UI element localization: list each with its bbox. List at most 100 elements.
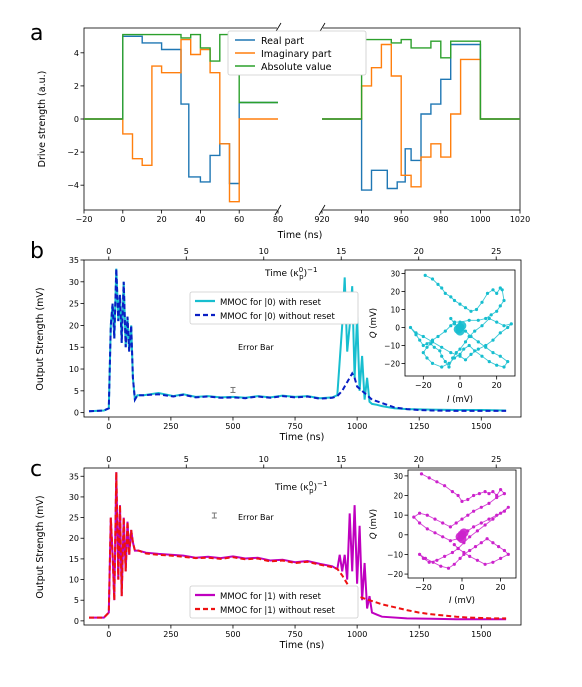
- c-inset-point: [433, 517, 437, 521]
- b-xtick: 1250: [409, 422, 429, 431]
- b-inset-point: [421, 343, 425, 348]
- b-inset-ytick: 0: [395, 323, 400, 332]
- b-inset-point: [463, 306, 468, 310]
- c-inset-point: [479, 505, 483, 509]
- b-inset-point: [458, 352, 462, 356]
- b-xtick: 500: [225, 422, 240, 431]
- c-xtick: 500: [225, 630, 240, 639]
- c-inset-point: [452, 543, 456, 547]
- b-inset-point: [429, 342, 433, 346]
- b-inset-point: [491, 338, 495, 342]
- b-inset-point: [500, 288, 504, 292]
- c-xtick: 250: [163, 630, 178, 639]
- b-inset-xtick: −20: [415, 381, 432, 390]
- b-inset-point: [436, 282, 440, 286]
- b-xtick: 1000: [347, 422, 367, 431]
- c-top-xtick: 10: [259, 455, 269, 464]
- c-inset-point: [450, 490, 454, 494]
- b-inset-point: [454, 351, 458, 355]
- c-top-xtick: 25: [491, 455, 501, 464]
- c-inset-point: [460, 499, 464, 503]
- a-xtick: 1020: [510, 215, 530, 224]
- b-inset-point: [491, 288, 495, 292]
- b-inset-point: [473, 349, 477, 353]
- a-xtick: −20: [76, 215, 93, 224]
- c-inset-point: [491, 560, 495, 564]
- c-inset-point: [418, 521, 422, 525]
- c-inset-point: [495, 495, 499, 500]
- panel-a-xlabel: Time (ns): [277, 230, 323, 241]
- a-xtick: 940: [354, 215, 369, 224]
- b-inset-point: [498, 331, 502, 335]
- legend-a: Real part Imaginary part Absolute value: [227, 30, 367, 76]
- b-inset-point: [425, 356, 429, 360]
- b-inset-point: [495, 309, 499, 313]
- b-inset-point: [418, 338, 422, 342]
- b-inset-point: [440, 354, 444, 358]
- inset-c: −20 0 20 −20 −10 0 10 20 30 I (mV) Q (mV): [369, 469, 517, 606]
- b-inset-point: [449, 316, 453, 321]
- a-xtick: 40: [195, 215, 205, 224]
- b-inset-point: [467, 318, 471, 322]
- panel-b-ylabel: Output Strength (mV): [35, 287, 46, 390]
- c-xtick: 1500: [471, 630, 491, 639]
- b-inset-ytick: −10: [384, 341, 400, 350]
- b-xtick: 1500: [471, 422, 491, 431]
- c-inset-point: [475, 558, 479, 562]
- b-inset-point: [484, 316, 488, 321]
- b-inset-point: [463, 358, 468, 362]
- c-inset-point: [458, 556, 462, 561]
- a-xtick: 0: [120, 215, 125, 224]
- b-inset-point: [443, 291, 447, 295]
- b-ytick: 20: [69, 321, 79, 330]
- a-ytick: −4: [67, 181, 79, 190]
- c-inset-point: [441, 535, 445, 539]
- b-inset-point: [480, 324, 484, 328]
- b-inset-cluster: [453, 324, 463, 334]
- b-inset-point: [452, 356, 457, 360]
- b-inset-point: [421, 334, 425, 339]
- c-inset-point: [483, 562, 487, 566]
- b-inset-point: [484, 345, 488, 349]
- panel-label-b: b: [30, 239, 44, 264]
- c-top-xtick: 20: [414, 455, 424, 464]
- c-inset-point: [502, 509, 506, 513]
- inset-c-xlabel: I (mV): [449, 596, 475, 606]
- c-inset-point: [491, 490, 495, 494]
- b-inset-point: [438, 349, 442, 353]
- b-inset-point: [476, 347, 480, 351]
- b-inset-point: [449, 351, 453, 355]
- c-inset-point: [446, 566, 451, 570]
- c-inset-xtick: 0: [459, 583, 464, 592]
- real-part-line-right: [322, 43, 520, 191]
- c-ytick: 0: [74, 617, 79, 626]
- c-inset-point: [466, 497, 470, 502]
- b-inset-ytick: −20: [384, 359, 400, 368]
- legend-a-real: Real part: [261, 36, 304, 47]
- b-xtick: 750: [287, 422, 302, 431]
- legend-a-imag: Imaginary part: [261, 49, 332, 60]
- c-inset-point: [491, 541, 495, 545]
- c-inset-point: [454, 521, 458, 525]
- c-inset-point: [418, 511, 422, 515]
- panel-label-a: a: [30, 21, 43, 46]
- panel-a-ylabel: Drive strength (a.u.): [37, 71, 48, 168]
- c-inset-point: [427, 560, 431, 564]
- b-inset-point: [458, 302, 462, 306]
- inset-b: −20 0 20 −20 −10 0 10 20 30 I (mV) Q (mV): [369, 270, 516, 405]
- b-inset-point: [487, 360, 491, 364]
- c-inset-point: [502, 548, 506, 553]
- imaginary-part-line-left: [84, 38, 278, 203]
- c-xtick: 750: [287, 630, 302, 639]
- b-inset-xtick: 0: [457, 381, 462, 390]
- b-inset-point: [447, 361, 451, 365]
- legend-c: MMOC for |1⟩ with reset MMOC for |1⟩ wit…: [189, 585, 359, 619]
- b-top-xtick: 0: [106, 247, 111, 256]
- b-inset-point: [489, 313, 493, 317]
- c-inset-point: [456, 493, 460, 498]
- c-inset-point: [441, 521, 445, 525]
- panel-label-c: c: [30, 457, 42, 482]
